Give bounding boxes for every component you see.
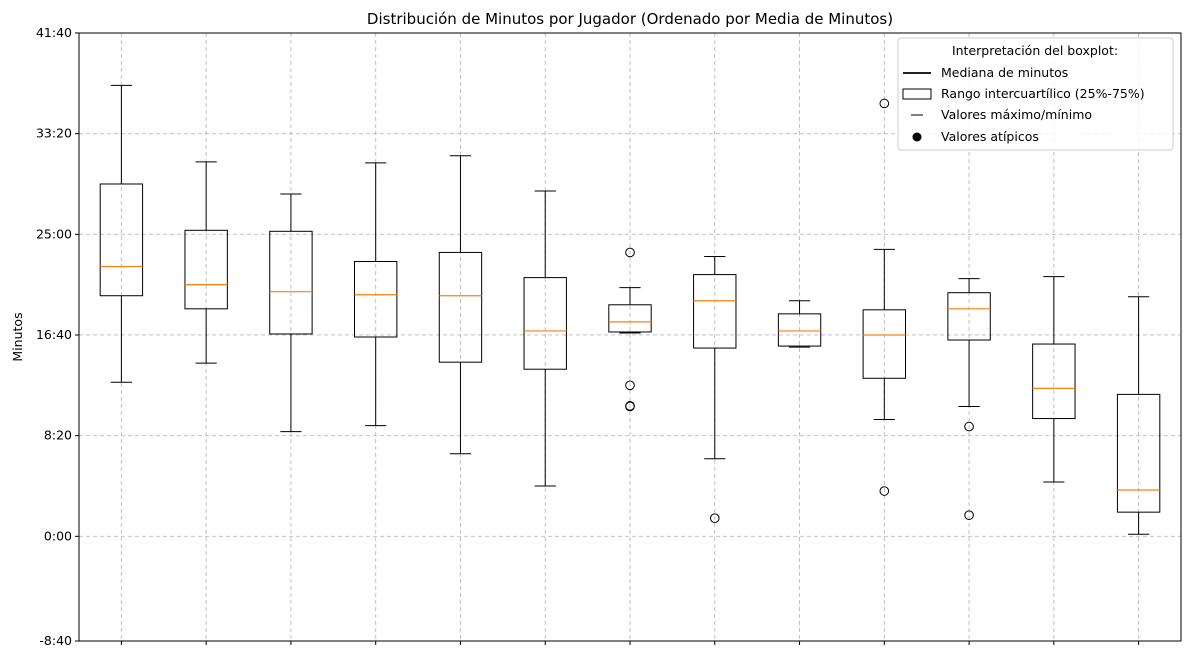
iqr-box [947,292,991,341]
y-axis-label: Minutos [10,312,25,361]
outlier-point [879,486,890,496]
outlier-point [964,510,974,520]
y-tick-label: 33:20 [36,126,72,141]
box-4 [354,162,398,427]
box-5 [438,155,483,455]
iqr-box [438,251,483,363]
legend-entry-outliers: Valores atípicos [941,129,1039,144]
outlier-point [625,401,635,412]
outlier-point [879,98,890,109]
legend-outlier-symbol [912,132,922,142]
box-6 [523,190,567,487]
outlier-point [625,380,635,391]
plot-frame [78,32,1182,642]
y-tick-label: 0:00 [44,528,72,543]
box-layer [99,84,1161,535]
legend-frame [897,37,1174,151]
box-11 [947,278,991,520]
outlier-point [709,513,720,523]
iqr-box [269,230,313,335]
box-2 [184,161,228,364]
iqr-box [523,277,567,370]
outlier-point [625,247,635,258]
box-3 [269,193,313,433]
iqr-box [608,304,652,333]
y-tick-label: 25:00 [36,226,72,241]
box-7 [608,247,652,412]
box-10 [862,98,906,496]
iqr-box [693,274,737,349]
outlier-point [964,421,974,432]
legend-entry-median: Mediana de minutos [941,65,1068,80]
iqr-box [1116,393,1161,513]
chart-title: Distribución de Minutos por Jugador (Ord… [367,10,893,28]
box-8 [693,255,737,523]
legend: Interpretación del boxplot: Mediana de m… [897,37,1174,151]
box-1 [99,84,144,383]
box-9 [777,300,822,348]
iqr-box [777,313,822,347]
y-tick-label: 8:20 [44,428,72,443]
iqr-box [1032,343,1076,420]
iqr-box [99,183,144,297]
iqr-box [354,261,398,338]
iqr-box [862,309,906,379]
y-tick-label: 16:40 [36,327,72,342]
legend-box-symbol [902,88,932,100]
iqr-box [184,229,228,310]
legend-entry-minmax: Valores máximo/mínimo [941,107,1092,122]
box-12 [1032,276,1076,483]
y-tick-label: 41:40 [36,25,72,40]
legend-title: Interpretación del boxplot: [952,43,1118,58]
y-axis-ticks: -8:40 0:00 8:20 16:40 25:00 33:20 41:40 [36,25,1140,648]
y-tick-label: -8:40 [39,633,72,648]
legend-entry-iqr: Rango intercuartílico (25%-75%) [941,86,1145,101]
box-13 [1116,296,1161,535]
